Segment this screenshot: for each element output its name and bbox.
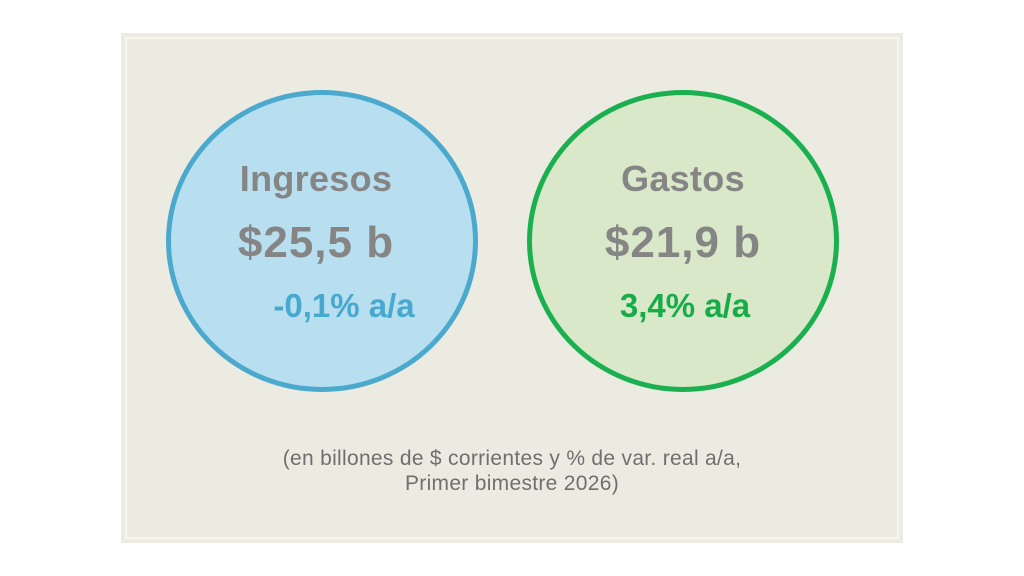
gastos-change: 3,4% a/a [619,287,751,324]
footnote: (en billones de $ corrientes y % de var.… [121,446,903,496]
gastos-label: Gastos [621,158,745,199]
gastos-circle: Gastos $21,9 b 3,4% a/a [527,90,839,392]
footnote-line-1: (en billones de $ corrientes y % de var.… [282,447,742,470]
ingresos-amount: $25,5 b [237,218,395,267]
ingresos-circle: Ingresos $25,5 b -0,1% a/a [166,90,478,392]
card-inner-border [125,37,899,539]
ingresos-label: Ingresos [239,158,393,199]
ingresos-change: -0,1% a/a [273,287,415,324]
summary-card: Ingresos $25,5 b -0,1% a/a Gastos $21,9 … [121,33,903,543]
footnote-line-2: Primer bimestre 2026) [404,472,620,495]
gastos-amount: $21,9 b [604,218,762,267]
